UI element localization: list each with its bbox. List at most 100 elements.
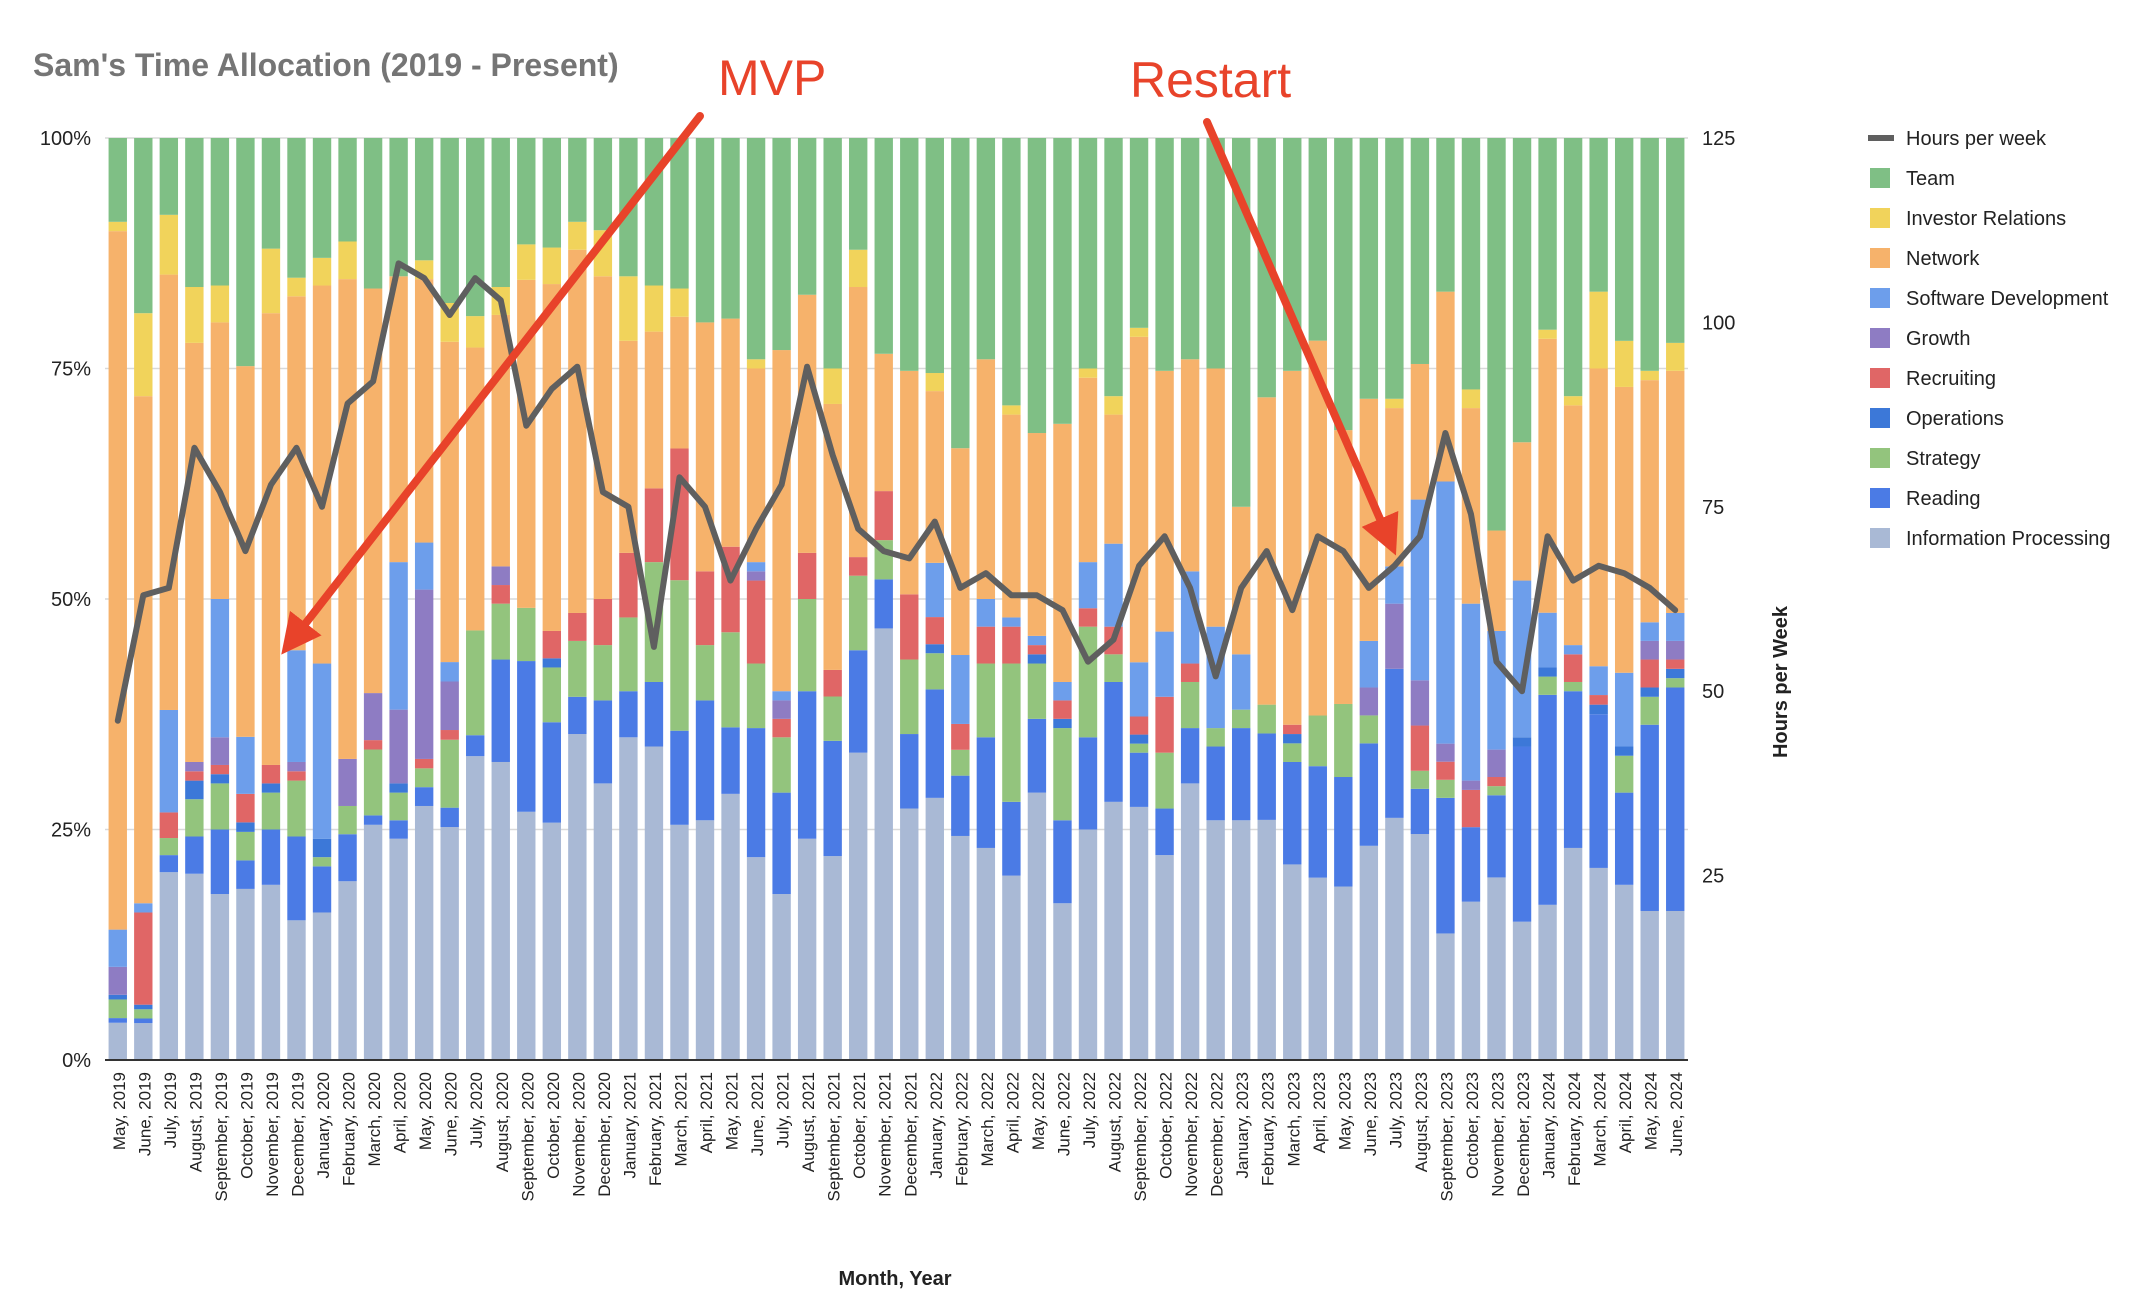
bar-segment <box>160 872 178 1060</box>
x-tick-label: February, 2021 <box>646 1072 665 1186</box>
x-tick-label: August, 2023 <box>1412 1072 1431 1172</box>
bar-segment <box>287 836 305 920</box>
bar-segment <box>926 373 944 391</box>
bar-segment <box>619 617 637 691</box>
bar-segment <box>1615 341 1633 387</box>
bar-segment <box>1002 664 1020 802</box>
bar-segment <box>492 315 510 566</box>
bar-segment <box>1538 138 1556 330</box>
bar-segment <box>211 737 229 765</box>
bar-segment <box>670 289 688 317</box>
bar-segment <box>1513 138 1531 442</box>
bar-segment <box>1028 664 1046 719</box>
bar-segment <box>900 660 918 735</box>
bar-segment <box>1564 654 1582 682</box>
bar-segment <box>415 768 433 787</box>
bar-segment <box>543 138 561 248</box>
bar-segment <box>1538 677 1556 695</box>
bar-segment <box>900 594 918 659</box>
bar-segment <box>1589 369 1607 667</box>
bar-segment <box>1053 424 1071 682</box>
bar-segment <box>287 762 305 771</box>
bar-segment <box>721 727 739 794</box>
bar-segment <box>389 138 407 276</box>
y-tick-label: 50% <box>51 589 91 611</box>
bar-segment <box>926 644 944 653</box>
legend-label: Hours per week <box>1906 128 2047 150</box>
bar-segment <box>1462 902 1480 1060</box>
bar-segment <box>109 967 127 995</box>
bar-segment <box>1155 855 1173 1060</box>
bar-segment <box>670 731 688 825</box>
bar-segment <box>1411 680 1429 725</box>
bar-segment <box>747 359 765 368</box>
bar-segment <box>1334 777 1352 887</box>
bar-segment <box>926 617 944 644</box>
bar-segment <box>287 650 305 762</box>
bar-segment <box>313 258 331 286</box>
bar-segment <box>568 250 586 613</box>
bar-segment <box>849 138 867 250</box>
bar-segment <box>1641 697 1659 725</box>
bar-segment <box>1155 138 1173 371</box>
x-tick-label: March, 2020 <box>365 1072 384 1167</box>
bar-segment <box>568 138 586 222</box>
y2-axis-title: Hours per Week <box>1770 605 1792 758</box>
x-tick-label: August, 2022 <box>1106 1072 1125 1172</box>
bar-segment <box>1206 820 1224 1060</box>
x-tick-label: February, 2022 <box>952 1072 971 1186</box>
x-tick-label: May, 2020 <box>416 1072 435 1150</box>
bar-segment <box>338 881 356 1060</box>
bar-segment <box>772 793 790 894</box>
bar-segment <box>798 295 816 553</box>
bar-segment <box>543 722 561 822</box>
bar-segment <box>1104 802 1122 1060</box>
bar-segment <box>1283 734 1301 743</box>
bar-segment <box>1181 664 1199 682</box>
bar-segment <box>1411 789 1429 834</box>
bar-segment <box>900 809 918 1060</box>
bar-segment <box>1130 717 1148 735</box>
bar-segment <box>594 276 612 599</box>
bar-segment <box>1564 645 1582 654</box>
bar-segment <box>1436 744 1454 762</box>
bar-segment <box>517 812 535 1060</box>
bar-segment <box>1206 747 1224 821</box>
bar-segment <box>721 632 739 727</box>
bar-segment <box>1462 389 1480 408</box>
bar-segment <box>1615 138 1633 341</box>
bar-segment <box>1002 802 1020 876</box>
bar-segment <box>160 855 178 872</box>
bar-segment <box>900 138 918 371</box>
bar-segment <box>1079 737 1097 829</box>
x-tick-label: September, 2020 <box>518 1072 537 1201</box>
bar-segment <box>1564 691 1582 848</box>
bar-segment <box>1104 682 1122 802</box>
x-tick-label: December, 2023 <box>1514 1072 1533 1197</box>
bar-segment <box>747 571 765 580</box>
bar-segment <box>389 793 407 821</box>
bar-segment <box>134 1005 152 1010</box>
bar-segment <box>1487 750 1505 777</box>
bar-segment <box>977 599 995 627</box>
x-tick-label: September, 2023 <box>1437 1072 1456 1201</box>
bar-segment <box>236 138 254 366</box>
bar-segment <box>364 750 382 816</box>
bar-segment <box>1513 737 1531 746</box>
bar-segment <box>492 660 510 762</box>
bar-segment <box>415 543 433 590</box>
y-tick-label: 100% <box>40 128 91 150</box>
bar-segment <box>338 279 356 759</box>
bar-segment <box>109 222 127 231</box>
bar-segment <box>1028 433 1046 636</box>
bar-segment <box>389 276 407 562</box>
bar-segment <box>543 667 561 722</box>
bar-segment <box>1155 809 1173 856</box>
bar-segment <box>849 650 867 752</box>
bar-segment <box>1666 911 1684 1060</box>
bar-segment <box>696 700 714 820</box>
bar-segment <box>1309 878 1327 1060</box>
bar-segment <box>466 348 484 631</box>
legend-swatch <box>1870 328 1890 348</box>
bar-segment <box>645 286 663 332</box>
